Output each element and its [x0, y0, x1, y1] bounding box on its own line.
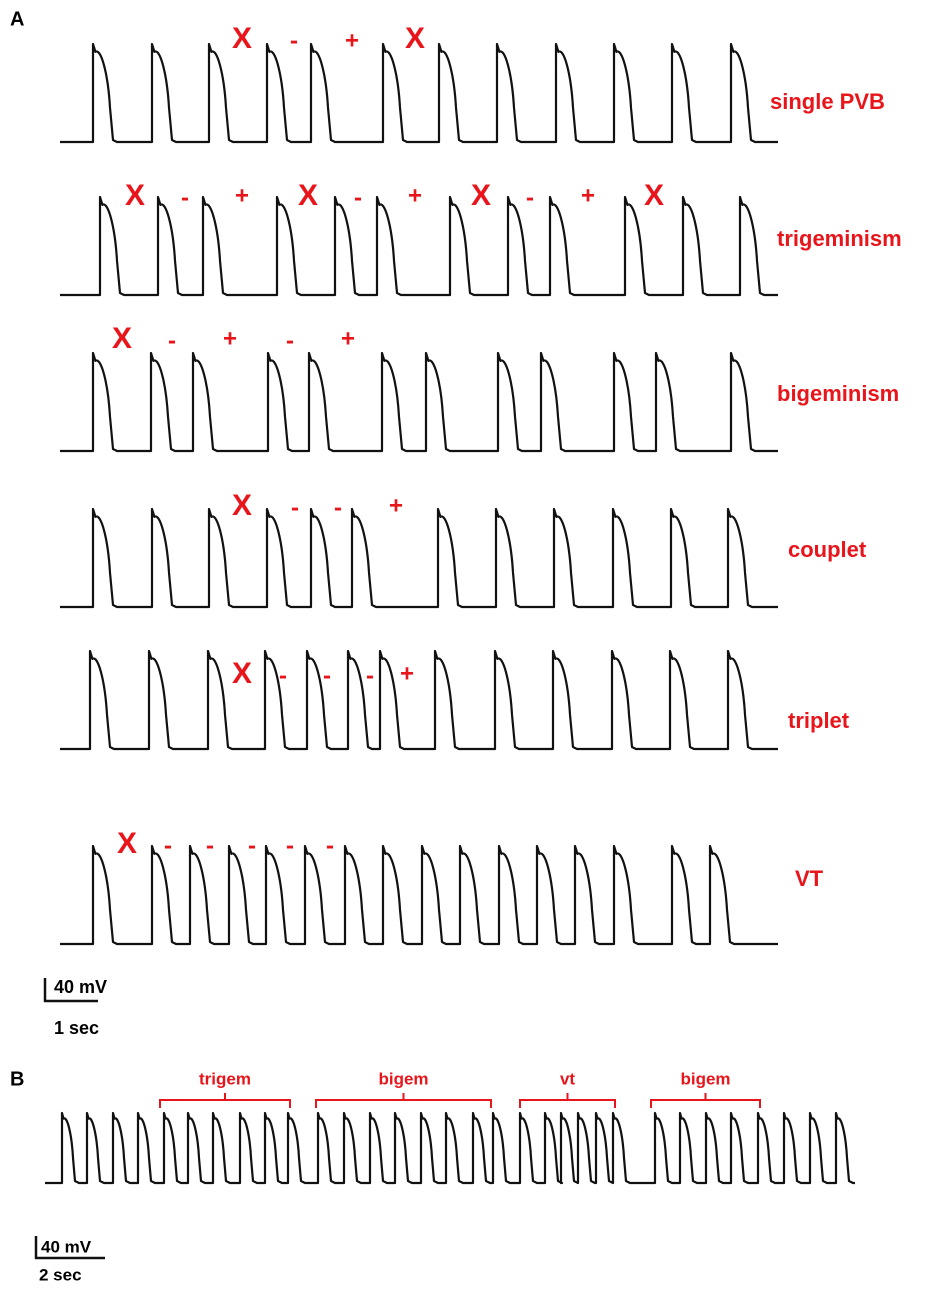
scale-label: 1 sec — [54, 1018, 99, 1038]
beat-marker: + — [408, 182, 422, 209]
beat-marker: + — [235, 182, 249, 209]
panel-label: B — [10, 1068, 24, 1090]
beat-marker: - — [291, 494, 299, 521]
beat-marker: - — [290, 27, 298, 54]
beat-marker: - — [206, 832, 214, 859]
trace — [60, 195, 778, 297]
beat-marker: - — [181, 184, 189, 211]
group-label: bigem — [378, 1069, 428, 1088]
group-label: bigem — [680, 1069, 730, 1088]
bracket — [159, 1093, 291, 1108]
row-label: trigeminism — [777, 226, 902, 251]
trace — [60, 351, 778, 453]
beat-marker: + — [400, 660, 414, 687]
beat-marker: - — [326, 832, 334, 859]
group-label: trigem — [199, 1069, 251, 1088]
beat-marker: - — [164, 832, 172, 859]
trace — [45, 1111, 855, 1185]
trace — [60, 844, 778, 946]
beat-marker: X — [298, 179, 318, 212]
scale-label: 40 mV — [54, 977, 107, 997]
row-label: VT — [795, 866, 824, 891]
beat-marker: + — [223, 325, 237, 352]
beat-marker: - — [526, 184, 534, 211]
beat-marker: - — [279, 662, 287, 689]
trace — [60, 649, 778, 751]
bracket — [315, 1093, 492, 1108]
scale-label: 2 sec — [39, 1265, 82, 1284]
row-label: triplet — [788, 708, 850, 733]
beat-marker: X — [644, 179, 664, 212]
beat-marker: X — [405, 22, 425, 55]
beat-marker: X — [232, 657, 252, 690]
beat-marker: + — [345, 27, 359, 54]
beat-marker: + — [341, 325, 355, 352]
beat-marker: - — [286, 832, 294, 859]
beat-marker: X — [117, 827, 137, 860]
group-label: vt — [560, 1069, 575, 1088]
beat-marker: X — [471, 179, 491, 212]
panel-label: A — [10, 8, 24, 30]
beat-marker: X — [232, 22, 252, 55]
beat-marker: + — [581, 182, 595, 209]
beat-marker: - — [286, 327, 294, 354]
beat-marker: - — [354, 184, 362, 211]
beat-marker: X — [112, 322, 132, 355]
beat-marker: + — [389, 492, 403, 519]
row-label: bigeminism — [777, 381, 899, 406]
beat-marker: X — [125, 179, 145, 212]
trace — [60, 507, 778, 609]
bracket — [650, 1093, 761, 1108]
beat-marker: - — [334, 494, 342, 521]
beat-marker: X — [232, 489, 252, 522]
beat-marker: - — [248, 832, 256, 859]
row-label: single PVB — [770, 89, 885, 114]
scale-label: 40 mV — [41, 1237, 92, 1256]
trace — [60, 42, 778, 144]
beat-marker: - — [366, 662, 374, 689]
row-label: couplet — [788, 537, 867, 562]
bracket — [519, 1093, 616, 1108]
beat-marker: - — [168, 327, 176, 354]
beat-marker: - — [323, 662, 331, 689]
